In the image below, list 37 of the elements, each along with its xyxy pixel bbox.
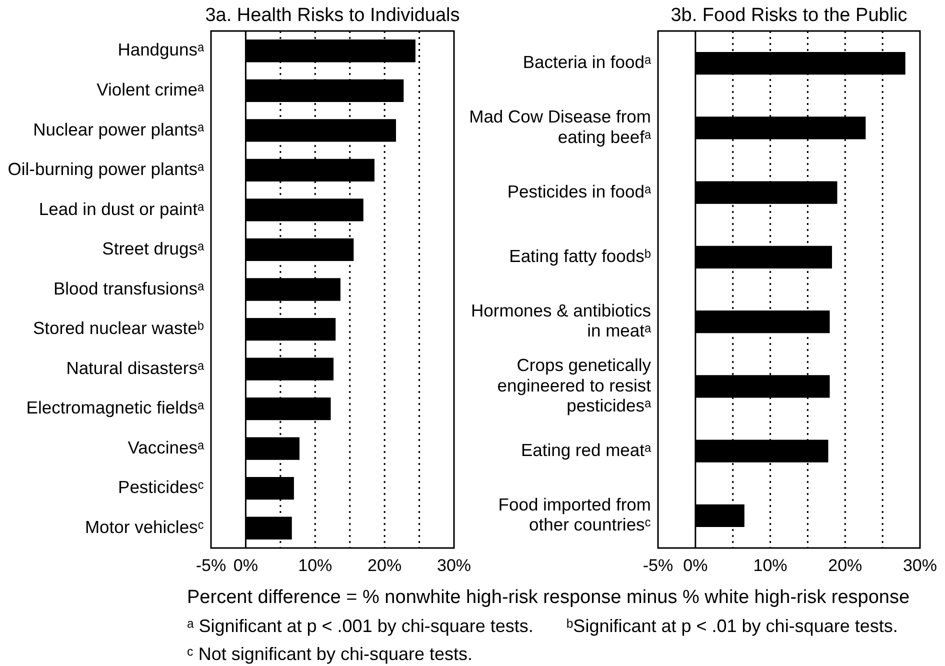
x-tick-label: 0% xyxy=(233,556,258,575)
y-tick-label: Food imported from other countriesᶜ xyxy=(498,494,651,535)
x-tick-label: 30% xyxy=(902,556,938,575)
x-tick-label: 10% xyxy=(298,556,332,575)
text: ᵃ Significant at p < .001 by chi-square tests. xyxy=(187,615,534,638)
y-tick-label: Nuclear power plantsᵃ xyxy=(33,119,204,140)
y-tick-label: Bacteria in foodᵃ xyxy=(522,52,652,72)
y-tick-label: Violent crimeᵃ xyxy=(96,79,204,100)
y-tick-label: Lead in dust or paintᵃ xyxy=(38,198,204,219)
y-tick-label: Pesticides in foodᵃ xyxy=(507,181,652,202)
x-tick-label: 10% xyxy=(753,556,788,575)
y-tick-label: Oil-burning power plantsᵃ xyxy=(8,159,204,180)
chart-title: 3a. Health Risks to Individuals xyxy=(204,5,461,27)
text: ᶜ Not significant by chi-square tests. xyxy=(187,643,472,666)
x-tick-label: 30% xyxy=(436,556,472,575)
y-tick-label: Blood transfusionsᵃ xyxy=(54,278,204,298)
y-tick-label: Eating fatty foodsᵇ xyxy=(509,246,652,266)
y-tick-label: Electromagnetic fieldsᵃ xyxy=(26,398,204,418)
x-tick-label: 0% xyxy=(683,556,708,575)
x-tick-label: 20% xyxy=(368,556,402,575)
x-tick-label: -5% xyxy=(196,556,226,575)
y-tick-label: Stored nuclear wasteᵇ xyxy=(32,318,204,338)
x-tick-label: -5% xyxy=(642,556,674,575)
text: ᵇSignificant at p < .01 by chi-square tests. xyxy=(566,615,898,638)
y-tick-label: Hormones & antibiotics in meatᵃ xyxy=(471,300,652,341)
y-tick-label: Mad Cow Disease from eating beefᵃ xyxy=(469,106,652,147)
y-tick-label: Motor vehiclesᶜ xyxy=(84,516,204,537)
y-tick-label: Eating red meatᵃ xyxy=(520,440,652,460)
x-tick-label: 20% xyxy=(828,556,862,575)
y-tick-label: Pesticidesᶜ xyxy=(118,477,204,498)
x-axis-title: Percent difference = % nonwhite high-risk response minus % white high-risk response xyxy=(187,586,911,610)
y-tick-label: Crops genetically engineered to resist pesticidesᵃ xyxy=(497,355,652,416)
y-tick-label: Street drugsᵃ xyxy=(102,238,204,259)
y-tick-label: Vaccinesᵃ xyxy=(128,437,204,458)
chart-title: 3b. Food Risks to the Public xyxy=(670,5,908,27)
y-tick-label: Handgunsᵃ xyxy=(118,40,204,60)
y-tick-label: Natural disastersᵃ xyxy=(66,358,204,378)
